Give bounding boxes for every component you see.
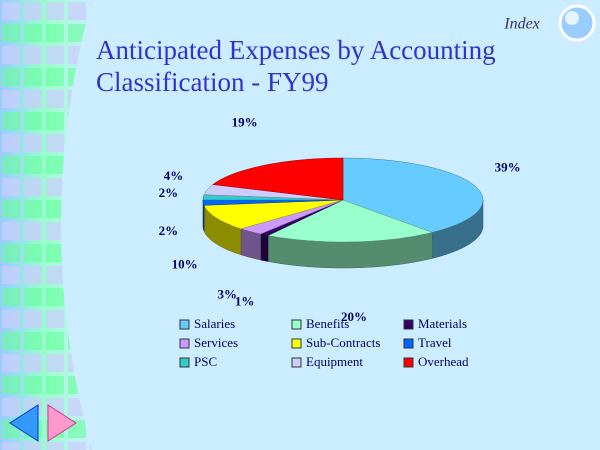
legend-swatch <box>179 338 190 349</box>
legend-label: Overhead <box>418 354 469 369</box>
data-label: 4% <box>164 168 184 183</box>
legend-label: Salaries <box>194 316 235 331</box>
data-label: 1% <box>235 293 255 308</box>
index-icon-shine <box>565 11 579 25</box>
legend-label: Travel <box>418 335 452 350</box>
nav-next[interactable] <box>47 404 77 442</box>
legend-swatch <box>179 319 190 330</box>
legend-swatch <box>403 357 414 368</box>
legend-swatch <box>179 357 190 368</box>
pie-slice <box>212 157 344 201</box>
legend-label: Materials <box>418 316 467 331</box>
chart-title: Anticipated Expenses by Accounting Class… <box>96 35 496 97</box>
pie-side <box>260 233 269 262</box>
legend-label: PSC <box>194 354 217 369</box>
pie-slice <box>267 199 434 243</box>
legend-label: Equipment <box>306 354 363 369</box>
data-label: 19% <box>232 115 258 130</box>
data-label: 10% <box>172 256 198 271</box>
legend-label: Sub-Contracts <box>306 335 380 350</box>
data-label: 39% <box>495 160 521 175</box>
pie-slice <box>203 184 344 201</box>
legend-swatch <box>403 319 414 330</box>
legend-swatch <box>291 357 302 368</box>
index-link[interactable]: Index <box>503 16 540 33</box>
index-icon[interactable] <box>558 4 596 42</box>
decor-curve <box>61 0 100 450</box>
data-label: 2% <box>159 185 179 200</box>
pie-slice <box>203 199 344 230</box>
data-label: 20% <box>341 309 367 324</box>
data-label: 2% <box>159 223 179 238</box>
pie-slice <box>342 157 484 233</box>
legend-swatch <box>291 338 302 349</box>
nav-prev[interactable] <box>9 404 39 442</box>
legend-label: Benefits <box>306 316 349 331</box>
legend-label: Services <box>194 335 238 350</box>
data-label: 3% <box>218 286 238 301</box>
legend-swatch <box>403 338 414 349</box>
legend-swatch <box>291 319 302 330</box>
